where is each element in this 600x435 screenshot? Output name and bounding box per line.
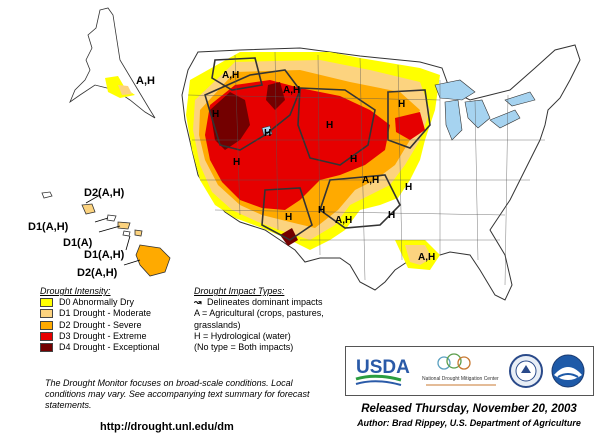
commerce-seal-icon <box>509 354 543 388</box>
label-arkansas: H <box>388 210 395 221</box>
impact-line-2: grasslands) <box>194 319 241 330</box>
impact-line-1: A = Agricultural (crops, pastures, <box>194 308 324 319</box>
label-hawaii-1: D2(A,H) <box>84 187 125 199</box>
impact-text-0: Delineates dominant impacts <box>207 297 323 308</box>
impact-line-3: H = Hydrological (water) <box>194 330 291 341</box>
label-utah: H <box>264 128 271 139</box>
legend-label-d0: D0 Abnormally Dry <box>59 297 135 308</box>
label-hawaii-5: D2(A,H) <box>77 267 118 279</box>
label-minnesota: H <box>398 99 405 110</box>
swatch-d0 <box>40 298 53 308</box>
legend-item-d2: D2 Drought - Severe <box>40 320 190 331</box>
label-kansas: A,H <box>362 175 379 186</box>
hawaii <box>41 191 171 277</box>
impact-arrow-icon: ↝ <box>194 297 202 308</box>
label-idaho: H <box>212 109 219 120</box>
intensity-legend: Drought Intensity: D0 Abnormally Dry D1 … <box>40 286 190 353</box>
release-date: Released Thursday, November 20, 2003 <box>361 403 577 415</box>
contiguous-us <box>181 44 581 301</box>
label-nevada: H <box>233 157 240 168</box>
impact-legend-title: Drought Impact Types: <box>194 286 285 296</box>
swatch-d4 <box>40 343 53 353</box>
impact-legend: Drought Impact Types: ↝ Delineates domina… <box>194 286 354 353</box>
label-montana-w: A,H <box>222 70 239 81</box>
logos-svg: USDA National Drought Mitigation Center <box>355 353 585 388</box>
impact-line-0: ↝ Delineates dominant impacts <box>194 297 354 308</box>
label-hawaii-2: D1(A,H) <box>28 221 69 233</box>
map-labels: A,H D2(A,H) D1(A,H) D1(A) D1(A,H) D2(A,H… <box>28 70 435 279</box>
label-montana-e: A,H <box>283 85 300 96</box>
usda-logo: USDA <box>355 357 410 386</box>
svg-text:National Drought Mitigation Ce: National Drought Mitigation Center <box>422 376 499 382</box>
focus-note: The Drought Monitor focuses on broad-sca… <box>45 378 310 410</box>
ndmc-logo: National Drought Mitigation Center <box>422 353 499 386</box>
label-new-mexico: H <box>318 205 325 216</box>
legend-label-d3: D3 Drought - Extreme <box>59 330 147 341</box>
label-hawaii-3: D1(A) <box>63 237 93 249</box>
label-missouri: H <box>405 182 412 193</box>
impact-line-4: (No type = Both impacts) <box>194 341 294 352</box>
legend-label-d4: D4 Drought - Exceptional <box>59 341 160 352</box>
sponsor-logos: USDA National Drought Mitigation Center <box>345 346 594 396</box>
intensity-legend-title: Drought Intensity: <box>40 286 111 296</box>
swatch-d1 <box>40 309 53 319</box>
legend-item-d0: D0 Abnormally Dry <box>40 297 190 308</box>
legend-item-d4: D4 Drought - Exceptional <box>40 342 190 353</box>
site-url[interactable]: http://drought.unl.edu/dm <box>100 421 234 433</box>
legend-item-d1: D1 Drought - Moderate <box>40 308 190 319</box>
label-alaska: A,H <box>136 75 155 87</box>
noaa-logo-icon <box>551 354 585 388</box>
svg-text:USDA: USDA <box>356 357 410 378</box>
label-oklahoma: A,H <box>335 215 352 226</box>
label-arizona: H <box>285 212 292 223</box>
label-louisiana: A,H <box>418 252 435 263</box>
legend-item-d3: D3 Drought - Extreme <box>40 331 190 342</box>
alaska <box>69 7 156 119</box>
label-hawaii-4: D1(A,H) <box>84 249 125 261</box>
swatch-d2 <box>40 320 53 330</box>
label-nebraska: H <box>350 154 357 165</box>
legend-label-d2: D2 Drought - Severe <box>59 319 142 330</box>
author-line: Author: Brad Rippey, U.S. Department of … <box>357 418 581 428</box>
label-dakota: H <box>326 120 333 131</box>
legend-label-d1: D1 Drought - Moderate <box>59 308 152 319</box>
swatch-d3 <box>40 331 53 341</box>
